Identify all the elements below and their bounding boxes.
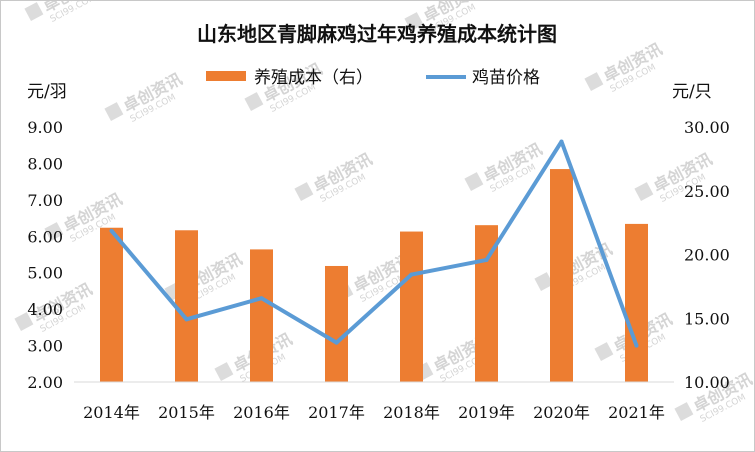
legend: 养殖成本（右） 鸡苗价格 — [206, 68, 540, 88]
x-axis-tick-label: 2017年 — [308, 403, 365, 422]
line-point-2016年 — [259, 296, 264, 301]
left-axis-tick-label: 9.00 — [27, 118, 63, 137]
bar-2021年 — [625, 223, 648, 382]
x-axis-tick-label: 2021年 — [608, 403, 665, 422]
watermark-logo-icon — [594, 342, 614, 361]
legend-label-cost: 养殖成本（右） — [254, 68, 373, 88]
bar-2017年 — [325, 265, 348, 382]
watermark-logo-icon — [104, 102, 124, 121]
watermark-logo-icon — [674, 402, 694, 421]
right-axis-tick-label: 25.00 — [684, 182, 730, 201]
right-axis-tick-label: 10.00 — [684, 373, 730, 392]
line-point-2015年 — [184, 317, 189, 322]
bar-series-cost — [100, 169, 648, 382]
bar-2020年 — [550, 169, 573, 382]
bar-2019年 — [475, 225, 498, 382]
right-axis-ticks: 10.00 15.00 20.00 25.00 30.00 — [684, 118, 730, 392]
line-point-2020年 — [559, 139, 564, 144]
left-axis-tick-label: 4.00 — [27, 300, 63, 319]
line-point-2017年 — [334, 340, 339, 345]
left-axis-tick-label: 3.00 — [27, 337, 63, 356]
watermark-logo-icon — [534, 272, 554, 291]
watermark-logo-icon — [294, 182, 314, 201]
chart-title: 山东地区青脚麻鸡过年鸡养殖成本统计图 — [197, 22, 557, 46]
legend-label-chick-price: 鸡苗价格 — [472, 68, 540, 88]
line-point-2019年 — [484, 257, 489, 262]
watermark-logo-icon — [404, 12, 424, 31]
line-point-2021年 — [634, 343, 639, 348]
left-axis-tick-label: 5.00 — [27, 264, 63, 283]
watermark-logo-icon — [214, 362, 234, 381]
left-axis-tick-label: 2.00 — [27, 373, 63, 392]
right-axis-tick-label: 30.00 — [684, 118, 730, 137]
left-axis-tick-label: 6.00 — [27, 227, 63, 246]
x-axis-tick-label: 2018年 — [383, 403, 440, 422]
line-points — [109, 139, 639, 348]
left-axis-unit: 元/羽 — [27, 82, 67, 102]
watermark-logo-icon — [584, 72, 604, 91]
watermark-logo-icon — [44, 222, 64, 241]
right-axis-tick-label: 15.00 — [684, 309, 730, 328]
x-axis-tick-label: 2020年 — [533, 403, 590, 422]
bar-2016年 — [250, 249, 273, 382]
line-point-2014年 — [109, 228, 114, 233]
x-axis-tick-label: 2016年 — [233, 403, 290, 422]
x-axis-tick-label: 2019年 — [458, 403, 515, 422]
bar-2015年 — [175, 230, 198, 382]
left-axis-ticks: 2.00 3.00 4.00 5.00 6.00 7.00 8.00 9.00 — [27, 118, 63, 392]
x-axis-tick-label: 2014年 — [83, 403, 140, 422]
line-point-2018年 — [409, 272, 414, 277]
right-axis-tick-label: 20.00 — [684, 246, 730, 265]
bar-2014年 — [100, 227, 123, 382]
x-axis-labels: 2014年 2015年 2016年 2017年 2018年 2019年 2020年 2021年 — [83, 403, 665, 422]
left-axis-tick-label: 8.00 — [27, 154, 63, 173]
x-axis-tick-label: 2015年 — [158, 403, 215, 422]
left-axis-tick-label: 7.00 — [27, 191, 63, 210]
watermark-logo-icon — [244, 92, 264, 111]
legend-swatch-cost — [206, 71, 246, 81]
watermark-logo-icon — [24, 2, 44, 21]
watermark-logo-icon — [464, 172, 484, 191]
watermark-logo-icon — [14, 312, 34, 331]
right-axis-unit: 元/只 — [672, 82, 712, 102]
bar-2018年 — [400, 231, 423, 382]
line-series-chick-price — [109, 139, 639, 347]
watermark-logo-icon — [634, 182, 654, 201]
